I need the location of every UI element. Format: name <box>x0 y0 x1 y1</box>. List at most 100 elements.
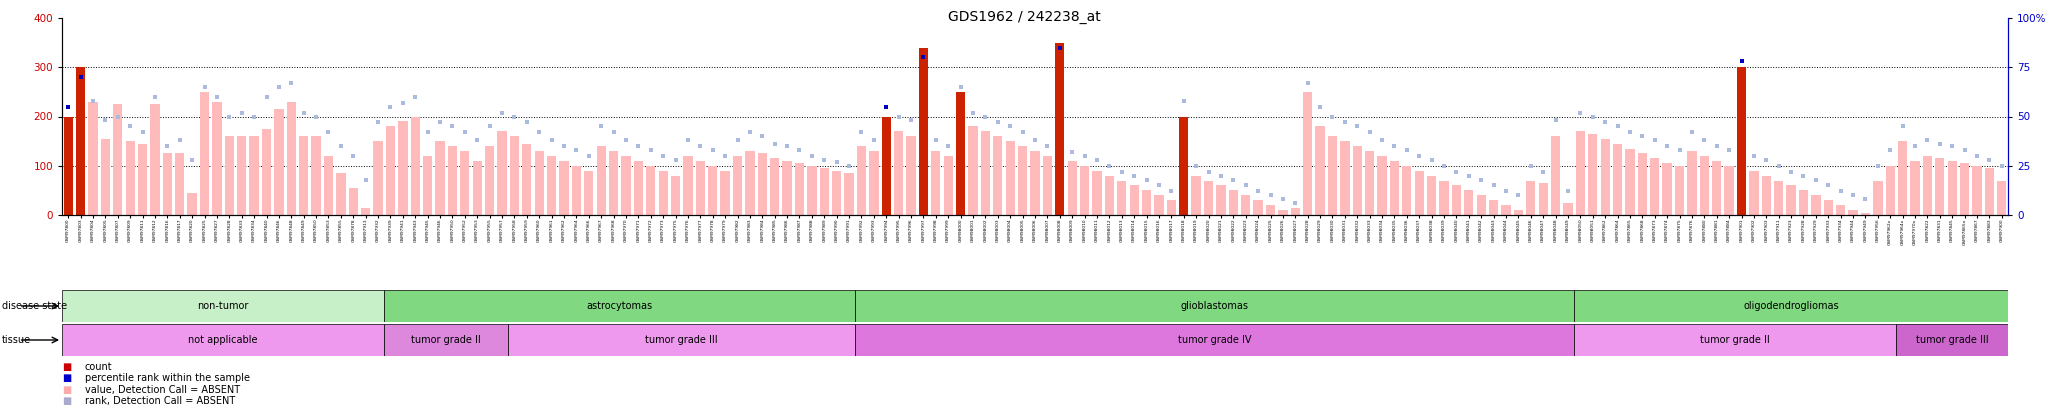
Bar <box>1823 200 1833 215</box>
Bar <box>1266 205 1276 215</box>
Bar <box>125 141 135 215</box>
Bar <box>1935 158 1944 215</box>
Bar <box>1366 151 1374 215</box>
Bar <box>1253 200 1264 215</box>
Bar <box>844 173 854 215</box>
Bar <box>385 290 856 322</box>
Bar <box>1688 151 1696 215</box>
Bar <box>1563 202 1573 215</box>
Bar <box>1972 166 1982 215</box>
Bar <box>608 151 618 215</box>
Bar <box>1575 131 1585 215</box>
Text: non-tumor: non-tumor <box>197 301 248 311</box>
Bar <box>1440 181 1448 215</box>
Bar <box>1067 161 1077 215</box>
Bar <box>201 92 209 215</box>
Bar <box>1192 176 1200 215</box>
Bar <box>696 161 705 215</box>
Bar <box>868 151 879 215</box>
Bar <box>348 188 358 215</box>
Bar <box>571 166 582 215</box>
Text: value, Detection Call = ABSENT: value, Detection Call = ABSENT <box>84 385 240 395</box>
Bar <box>795 163 805 215</box>
Bar <box>373 141 383 215</box>
Bar <box>1960 163 1970 215</box>
Bar <box>1651 158 1659 215</box>
Bar <box>473 161 481 215</box>
Bar <box>621 156 631 215</box>
Bar <box>162 153 172 215</box>
Bar <box>745 151 754 215</box>
Bar <box>944 156 952 215</box>
Bar <box>1315 126 1325 215</box>
Bar <box>547 156 557 215</box>
Bar <box>1116 181 1126 215</box>
Bar <box>881 117 891 215</box>
Bar <box>1104 176 1114 215</box>
Text: ■: ■ <box>61 362 72 372</box>
Bar <box>1204 181 1212 215</box>
Bar <box>113 104 123 215</box>
Bar <box>287 102 297 215</box>
Bar <box>645 166 655 215</box>
Bar <box>920 47 928 215</box>
Bar <box>262 129 270 215</box>
Bar <box>1513 210 1524 215</box>
Bar <box>1042 156 1053 215</box>
Bar <box>1180 117 1188 215</box>
Bar <box>88 102 98 215</box>
Bar <box>559 161 569 215</box>
Text: tumor grade II: tumor grade II <box>412 335 481 345</box>
Bar <box>1575 324 1896 356</box>
Bar <box>238 136 246 215</box>
Bar <box>1626 149 1634 215</box>
Bar <box>1550 136 1561 215</box>
Text: tumor grade III: tumor grade III <box>1917 335 1989 345</box>
Bar <box>63 117 74 215</box>
Bar <box>1339 141 1350 215</box>
Bar <box>1849 210 1858 215</box>
Text: rank, Detection Call = ABSENT: rank, Detection Call = ABSENT <box>84 396 236 405</box>
Bar <box>807 166 817 215</box>
Bar <box>1761 176 1772 215</box>
Bar <box>659 171 668 215</box>
Bar <box>981 131 989 215</box>
Bar <box>1798 190 1808 215</box>
Bar <box>1489 200 1499 215</box>
Text: oligodendrogliomas: oligodendrogliomas <box>1743 301 1839 311</box>
Bar <box>1602 139 1610 215</box>
Bar <box>856 146 866 215</box>
Text: tumor grade II: tumor grade II <box>1700 335 1769 345</box>
Bar <box>1352 146 1362 215</box>
Bar <box>856 290 1575 322</box>
Bar <box>137 144 147 215</box>
Bar <box>1327 136 1337 215</box>
Text: tumor grade III: tumor grade III <box>645 335 719 345</box>
Bar <box>1587 134 1597 215</box>
Bar <box>1452 185 1460 215</box>
Text: percentile rank within the sample: percentile rank within the sample <box>84 373 250 384</box>
Bar <box>1501 205 1511 215</box>
Bar <box>1167 200 1176 215</box>
Bar <box>385 324 508 356</box>
Bar <box>1700 156 1708 215</box>
Bar <box>1155 195 1163 215</box>
Text: count: count <box>84 362 113 372</box>
Bar <box>274 109 283 215</box>
Bar <box>1143 190 1151 215</box>
Bar <box>461 151 469 215</box>
Bar <box>250 136 258 215</box>
Bar <box>1092 171 1102 215</box>
Bar <box>633 161 643 215</box>
Text: ■: ■ <box>61 396 72 405</box>
Bar <box>1614 144 1622 215</box>
Bar <box>1079 166 1090 215</box>
Bar <box>907 136 915 215</box>
Bar <box>1526 181 1536 215</box>
Bar <box>856 324 1575 356</box>
Bar <box>956 92 965 215</box>
Text: ■: ■ <box>61 373 72 384</box>
Bar <box>1303 92 1313 215</box>
Text: astrocytomas: astrocytomas <box>586 301 653 311</box>
Bar <box>61 324 385 356</box>
